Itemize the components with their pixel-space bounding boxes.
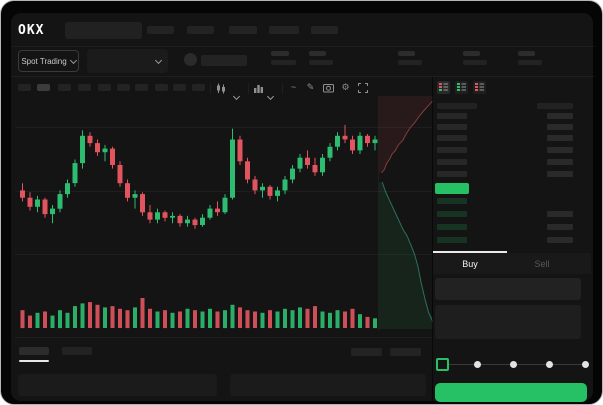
toolbar-separator	[248, 83, 249, 94]
bid-amount	[547, 211, 573, 217]
slider-step[interactable]	[546, 361, 553, 368]
bid-amount	[547, 224, 573, 230]
slider-step[interactable]	[510, 361, 517, 368]
ask-amount	[547, 159, 573, 165]
market-type-selector[interactable]: Spot Trading	[18, 50, 79, 72]
price-change-placeholder	[271, 60, 296, 65]
slider-handle[interactable]	[436, 358, 449, 371]
orders-card	[230, 374, 426, 396]
slider-step[interactable]	[474, 361, 481, 368]
book-header-price	[437, 103, 477, 109]
book-layout-bids-icon[interactable]	[455, 81, 468, 94]
marketbar-divider	[11, 76, 595, 77]
timeframe-pill[interactable]	[135, 84, 148, 91]
gridline	[15, 191, 432, 192]
book-layout-asks-icon[interactable]	[473, 81, 486, 94]
buy-tab-underline	[433, 251, 507, 253]
price-input[interactable]	[435, 278, 581, 300]
timeframe-pill[interactable]	[98, 84, 111, 91]
coin-icon	[184, 53, 197, 66]
bid-price[interactable]	[437, 211, 467, 217]
orders-action[interactable]	[390, 348, 421, 356]
ticker-stat-label	[518, 51, 535, 56]
trade-tabs-bg	[433, 253, 591, 274]
timeframe-pill[interactable]	[192, 84, 205, 91]
slider-step[interactable]	[582, 361, 589, 368]
screenshot-icon[interactable]	[323, 83, 334, 93]
nav-item[interactable]	[311, 26, 338, 34]
search-input[interactable]	[65, 22, 142, 39]
ask-price[interactable]	[437, 159, 467, 165]
nav-item[interactable]	[269, 26, 299, 34]
ask-amount	[547, 113, 573, 119]
ask-price[interactable]	[437, 124, 467, 130]
candle-type-icon[interactable]	[215, 83, 226, 94]
timeframe-pill[interactable]	[155, 84, 168, 91]
bid-price[interactable]	[437, 198, 467, 204]
orders-card	[18, 374, 217, 396]
ask-price[interactable]	[437, 171, 467, 177]
timeframe-pill[interactable]	[37, 84, 50, 91]
gridline	[15, 254, 432, 255]
pair-selector[interactable]	[87, 49, 168, 73]
tab-sell[interactable]: Sell	[534, 258, 550, 269]
last-price-placeholder	[271, 51, 289, 56]
amount-input[interactable]	[435, 305, 581, 339]
nav-item[interactable]	[229, 26, 257, 34]
chevron-down-icon	[69, 56, 77, 64]
timeframe-pill[interactable]	[117, 84, 130, 91]
draw-tools-icon[interactable]: ✎	[306, 82, 315, 92]
timeframe-pill[interactable]	[173, 84, 186, 91]
ask-price[interactable]	[437, 135, 467, 141]
timeframe-pill[interactable]	[58, 84, 71, 91]
toolbar-separator	[282, 83, 283, 94]
settings-gear-icon[interactable]: ⚙	[341, 82, 350, 92]
orders-tab[interactable]	[62, 347, 92, 355]
ticker-stat-value	[518, 60, 542, 65]
ask-price[interactable]	[437, 147, 467, 153]
bid-amount	[547, 237, 573, 243]
ask-amount	[547, 135, 573, 141]
chevron-down-icon	[154, 56, 163, 64]
ticker-stat-label	[463, 51, 480, 56]
depth-overlay	[379, 96, 433, 329]
bid-price[interactable]	[437, 224, 467, 230]
ask-amount	[547, 124, 573, 130]
gridline	[15, 127, 432, 128]
ask-amount	[547, 147, 573, 153]
indicators-icon[interactable]	[253, 83, 264, 94]
ticker-stat-value	[309, 60, 333, 65]
toolbar-separator	[210, 83, 211, 94]
navbar-divider	[11, 46, 595, 47]
gridline	[378, 96, 379, 331]
line-chart-icon[interactable]: ~	[290, 82, 297, 92]
orders-divider	[15, 337, 432, 338]
timeframe-pill[interactable]	[78, 84, 91, 91]
timeframe-pill[interactable]	[18, 84, 31, 91]
okx-logo: OKX	[18, 23, 45, 38]
bid-price[interactable]	[437, 237, 467, 243]
nav-item[interactable]	[187, 26, 214, 34]
last-price-badge[interactable]	[435, 183, 469, 194]
nav-item[interactable]	[147, 26, 174, 34]
candlestick-chart[interactable]	[15, 96, 433, 332]
panel-divider	[432, 77, 433, 403]
ticker-stat-value	[398, 60, 422, 65]
pair-name-placeholder	[201, 55, 247, 66]
tab-buy[interactable]: Buy	[462, 258, 478, 269]
ask-price[interactable]	[437, 113, 467, 119]
ticker-stat-label	[309, 51, 326, 56]
ticker-stat-value	[463, 60, 487, 65]
orders-action[interactable]	[351, 348, 382, 356]
orders-tab-active[interactable]	[19, 347, 49, 355]
buy-button[interactable]	[435, 383, 587, 402]
book-layout-both-icon[interactable]	[437, 81, 450, 94]
market-type-label: Spot Trading	[21, 56, 67, 66]
ask-amount	[547, 171, 573, 177]
book-header-amount	[537, 103, 573, 109]
fullscreen-icon[interactable]	[358, 83, 368, 93]
orders-tab-underline	[19, 360, 49, 362]
ticker-stat-label	[398, 51, 415, 56]
